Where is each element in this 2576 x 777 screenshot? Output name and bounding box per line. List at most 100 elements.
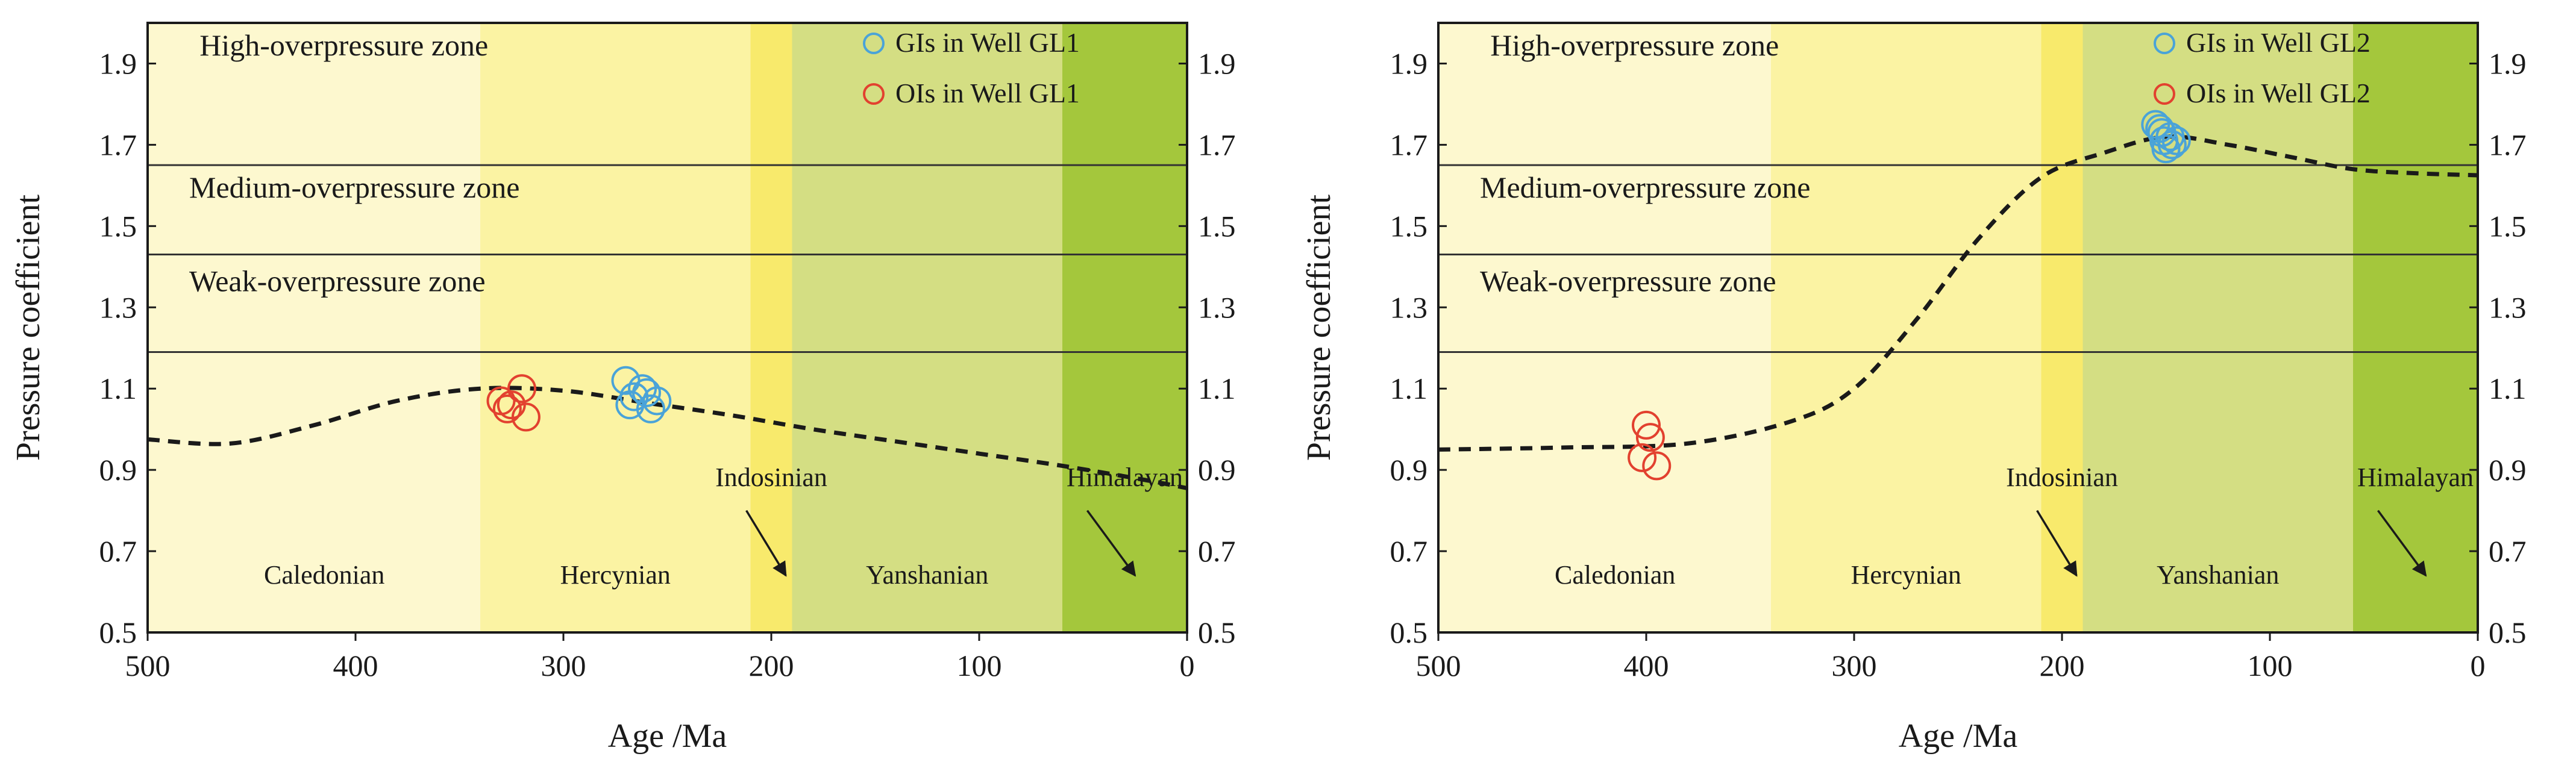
y-tick-label-right: 0.9 [1198,453,1236,487]
data-point-oi [511,402,541,432]
x-axis-title: Age /Ma [608,717,727,755]
period-band-indosinian [2041,23,2083,632]
x-tick-label: 0 [1180,649,1195,682]
y-tick-label-left: 0.7 [1390,534,1428,568]
period-label-hercynian: Hercynian [1851,560,1961,590]
y-tick-label-left: 1.7 [99,128,137,161]
x-tick-label: 400 [333,649,378,682]
period-band-hercynian [480,23,751,632]
period-label-yanshanian: Yanshanian [2157,560,2279,590]
pressure-zone-label: Medium-overpressure zone [189,170,519,204]
x-tick-label: 200 [749,649,794,682]
x-tick-label: 400 [1624,649,1669,682]
x-tick-label: 100 [2248,649,2293,682]
y-axis-title: Pressure coefficient [1300,195,1338,461]
legend-label: GIs in Well GL2 [2186,27,2371,58]
y-tick-label-right: 1.9 [2489,46,2527,80]
y-tick-label-right: 0.7 [2489,534,2527,568]
y-tick-label-right: 1.1 [2489,372,2527,405]
data-point-gi [636,394,665,423]
pressure-trend-line [1438,134,2478,452]
legend-marker [2154,33,2175,54]
y-tick-label-right: 1.5 [1198,209,1236,243]
period-band-caledonian [148,23,480,632]
x-axis-title: Age /Ma [1899,717,2018,755]
legend-label: OIs in Well GL2 [2186,78,2371,108]
x-tick-label: 100 [957,649,1002,682]
plot-frame [146,22,1188,634]
data-point-gi [632,378,661,407]
y-tick-label-right: 1.5 [2489,209,2527,243]
y-tick-label-right: 1.3 [1198,290,1236,324]
period-label-caledonian: Caledonian [1555,560,1675,590]
orogeny-arrow [2377,510,2427,577]
period-band-yanshanian [792,23,1062,632]
period-band-caledonian [1438,23,1771,632]
y-tick-label-left: 1.1 [1390,372,1428,405]
y-tick-label-right: 1.1 [1198,372,1236,405]
period-band-indosinian [750,23,792,632]
orogeny-arrow [1086,510,1136,577]
y-tick-label-left: 1.9 [99,46,137,80]
data-point-gi [2149,126,2179,155]
legend-label: GIs in Well GL1 [895,27,1080,58]
y-tick-label-right: 0.7 [1198,534,1236,568]
pressure-zone-label: High-overpressure zone [199,28,488,62]
period-band-hercynian [1771,23,2042,632]
data-point-oi [507,374,536,404]
x-tick-label: 200 [2040,649,2085,682]
y-tick-label-left: 1.3 [99,290,137,324]
x-tick-label: 300 [541,649,586,682]
y-tick-label-left: 0.5 [99,616,137,649]
legend-label: OIs in Well GL1 [895,78,1080,108]
period-label-caledonian: Caledonian [264,560,384,590]
pressure-zone-label: Weak-overpressure zone [189,264,486,298]
chart-panel-gl2: High-overpressure zone Medium-overpressur… [1300,22,2527,755]
y-tick-label-left: 1.1 [99,372,137,405]
y-tick-label-left: 0.7 [99,534,137,568]
y-tick-label-left: 0.9 [99,453,137,487]
legend-marker [863,83,885,105]
y-tick-label-right: 0.9 [2489,453,2527,487]
legend-marker [863,33,885,54]
data-point-oi [492,394,522,423]
period-label-indosinian: Indosinian [2006,463,2118,492]
y-tick-label-left: 1.7 [1390,128,1428,161]
y-axis-title: Pressure coefficient [10,195,47,461]
pressure-zone-label: Medium-overpressure zone [1480,170,1810,204]
period-label-indosinian: Indosinian [715,463,827,492]
period-label-hercynian: Hercynian [560,560,671,590]
period-band-himalayan [1062,23,1187,632]
y-tick-label-right: 0.5 [2489,616,2527,649]
y-tick-label-right: 0.5 [1198,616,1236,649]
x-tick-label: 0 [2471,649,2486,682]
data-point-oi [1635,423,1665,452]
y-tick-label-left: 0.9 [1390,453,1428,487]
y-tick-label-left: 1.9 [1390,46,1428,80]
period-band-yanshanian [2082,23,2353,632]
y-tick-label-left: 1.3 [1390,290,1428,324]
x-tick-label: 500 [125,649,171,682]
pressure-zone-label: High-overpressure zone [1490,28,1779,62]
y-tick-label-right: 1.7 [1198,128,1236,161]
y-tick-label-left: 1.5 [99,209,137,243]
pressure-trend-line [147,385,1188,490]
pressure-zone-label: Weak-overpressure zone [1480,264,1776,298]
x-tick-label: 300 [1832,649,1877,682]
legend-marker [2154,83,2175,105]
y-tick-label-left: 1.5 [1390,209,1428,243]
y-tick-label-right: 1.7 [2489,128,2527,161]
orogeny-arrow [745,510,787,577]
data-point-oi [1642,451,1672,481]
data-point-oi [1632,410,1661,440]
period-label-himalayan: Himalayan [2357,463,2474,492]
data-point-oi [1628,443,1657,472]
chart-panel-gl1: High-overpressure zone Medium-overpressur… [10,22,1236,755]
y-tick-label-right: 1.3 [2489,290,2527,324]
period-band-himalayan [2353,23,2478,632]
y-tick-label-right: 1.9 [1198,46,1236,80]
plot-frame [1437,22,2479,634]
period-label-yanshanian: Yanshanian [866,560,988,590]
x-tick-label: 500 [1416,649,1461,682]
